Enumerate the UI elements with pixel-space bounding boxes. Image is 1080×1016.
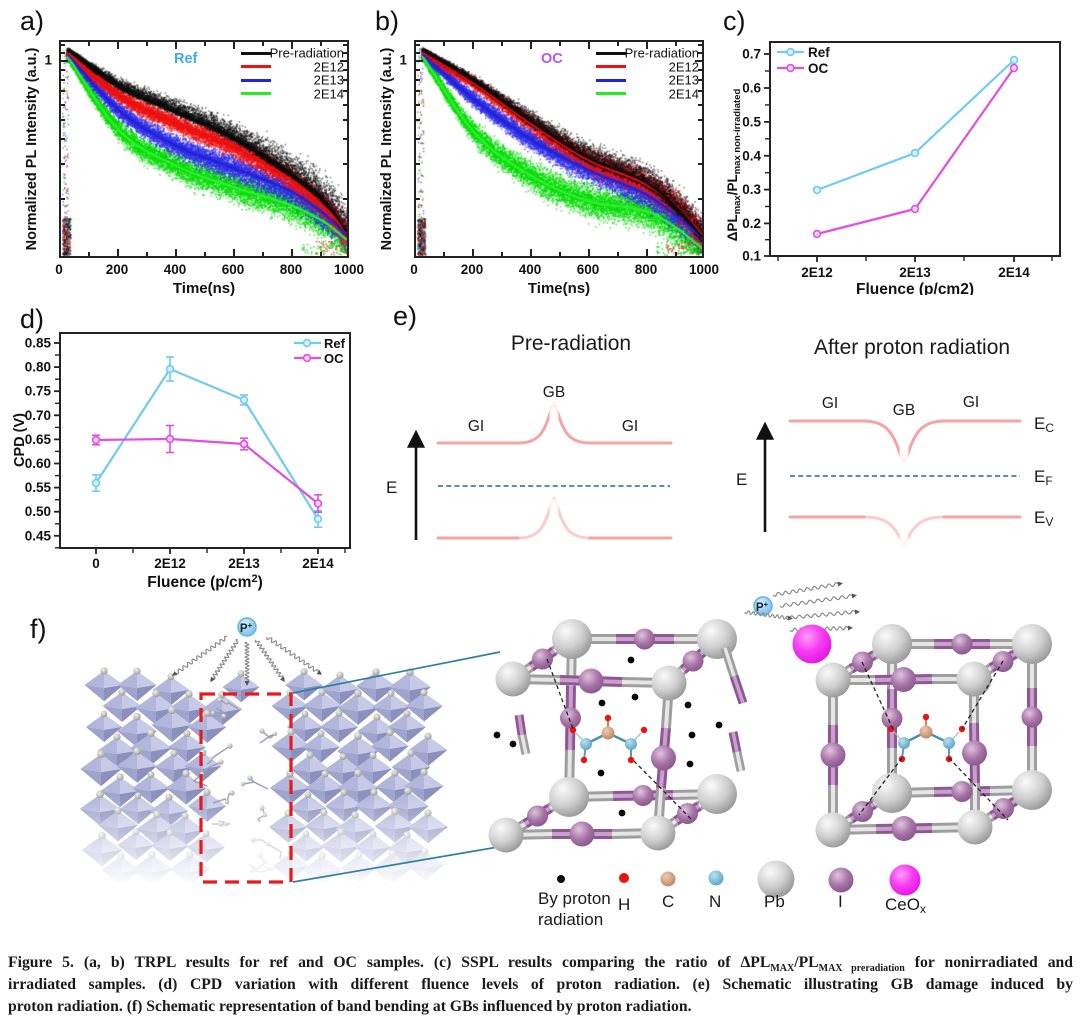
svg-text:E: E xyxy=(736,470,747,489)
svg-text:0.60: 0.60 xyxy=(25,456,51,471)
svg-text:Fluence (p/cm2): Fluence (p/cm2) xyxy=(147,573,263,591)
svg-text:Pb: Pb xyxy=(764,892,785,911)
svg-text:2E12: 2E12 xyxy=(154,556,186,571)
svg-text:2E14: 2E14 xyxy=(998,265,1030,280)
svg-text:EC: EC xyxy=(1034,414,1054,435)
svg-text:0.85: 0.85 xyxy=(25,336,52,351)
svg-text:Ref: Ref xyxy=(808,45,830,60)
svg-text:radiation: radiation xyxy=(538,910,603,929)
svg-text:0.45: 0.45 xyxy=(25,528,52,543)
svg-text:0.6: 0.6 xyxy=(742,81,761,96)
svg-text:GB: GB xyxy=(893,402,915,419)
svg-text:2E14: 2E14 xyxy=(302,556,334,571)
svg-text:0: 0 xyxy=(92,556,100,571)
svg-text:0.65: 0.65 xyxy=(25,432,52,447)
svg-text:OC: OC xyxy=(808,61,829,76)
svg-text:EV: EV xyxy=(1034,508,1053,529)
svg-text:0.50: 0.50 xyxy=(25,504,51,519)
svg-text:GI: GI xyxy=(963,394,979,411)
svg-text:By proton: By proton xyxy=(538,889,611,908)
svg-text:OC: OC xyxy=(324,351,344,366)
svg-text:0.3: 0.3 xyxy=(742,182,761,197)
svg-text:Fluence (p/cm2): Fluence (p/cm2) xyxy=(856,281,974,295)
svg-text:Pre-radiation: Pre-radiation xyxy=(511,332,631,355)
svg-text:2E12: 2E12 xyxy=(801,265,833,280)
svg-text:0.75: 0.75 xyxy=(25,384,52,399)
svg-text:After proton radiation: After proton radiation xyxy=(814,336,1010,359)
svg-text:CPD (V): CPD (V) xyxy=(12,413,28,467)
svg-text:0.4: 0.4 xyxy=(742,148,761,163)
svg-text:GB: GB xyxy=(543,384,565,401)
svg-text:0.2: 0.2 xyxy=(742,216,761,231)
svg-text:Ref: Ref xyxy=(324,336,346,351)
svg-text:EF: EF xyxy=(1034,467,1053,488)
svg-text:CeOx: CeOx xyxy=(885,895,926,916)
svg-text:2E13: 2E13 xyxy=(899,265,931,280)
svg-text:0.7: 0.7 xyxy=(742,47,761,62)
svg-text:0.55: 0.55 xyxy=(25,480,52,495)
svg-text:0.1: 0.1 xyxy=(742,249,761,264)
svg-text:GI: GI xyxy=(468,418,484,435)
svg-text:0.5: 0.5 xyxy=(742,114,761,129)
svg-text:H: H xyxy=(618,895,630,914)
svg-text:C: C xyxy=(662,892,674,911)
svg-text:2E13: 2E13 xyxy=(228,556,260,571)
svg-text:N: N xyxy=(709,892,721,911)
svg-text:GI: GI xyxy=(622,418,638,435)
svg-text:E: E xyxy=(386,478,397,497)
svg-text:GI: GI xyxy=(822,395,838,412)
svg-text:f): f) xyxy=(30,614,47,644)
svg-text:I: I xyxy=(838,892,843,911)
svg-text:ΔPLmax/PLmax non-irradiated: ΔPLmax/PLmax non-irradiated xyxy=(725,89,743,242)
svg-text:0.80: 0.80 xyxy=(25,360,51,375)
svg-text:0.70: 0.70 xyxy=(25,408,51,423)
